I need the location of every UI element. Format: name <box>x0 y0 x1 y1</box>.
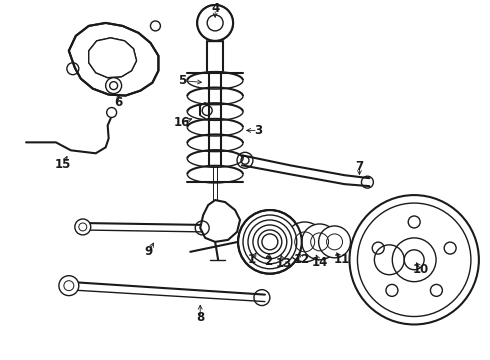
Text: 3: 3 <box>254 124 262 137</box>
Text: 15: 15 <box>55 158 71 171</box>
Text: 6: 6 <box>115 96 122 109</box>
Circle shape <box>302 224 338 260</box>
Circle shape <box>238 210 302 274</box>
Polygon shape <box>69 23 158 95</box>
Circle shape <box>349 195 479 324</box>
Circle shape <box>258 230 282 254</box>
Circle shape <box>75 219 91 235</box>
Polygon shape <box>89 38 137 78</box>
Circle shape <box>243 215 297 269</box>
Circle shape <box>248 220 292 264</box>
Text: 5: 5 <box>178 74 186 87</box>
Text: 16: 16 <box>174 116 191 129</box>
Text: 12: 12 <box>294 253 310 266</box>
Text: 10: 10 <box>413 263 429 276</box>
Text: 1: 1 <box>248 253 256 266</box>
Circle shape <box>253 225 287 259</box>
Text: 2: 2 <box>264 255 272 268</box>
Polygon shape <box>200 200 240 242</box>
Text: 11: 11 <box>333 253 350 266</box>
Text: 8: 8 <box>196 311 204 324</box>
Circle shape <box>285 222 324 262</box>
Circle shape <box>59 276 79 296</box>
Text: 13: 13 <box>276 257 292 270</box>
Text: 4: 4 <box>211 3 219 15</box>
Circle shape <box>197 5 233 41</box>
Text: 9: 9 <box>145 245 152 258</box>
Text: 14: 14 <box>312 256 328 269</box>
Circle shape <box>318 226 350 258</box>
Text: 7: 7 <box>355 160 364 173</box>
